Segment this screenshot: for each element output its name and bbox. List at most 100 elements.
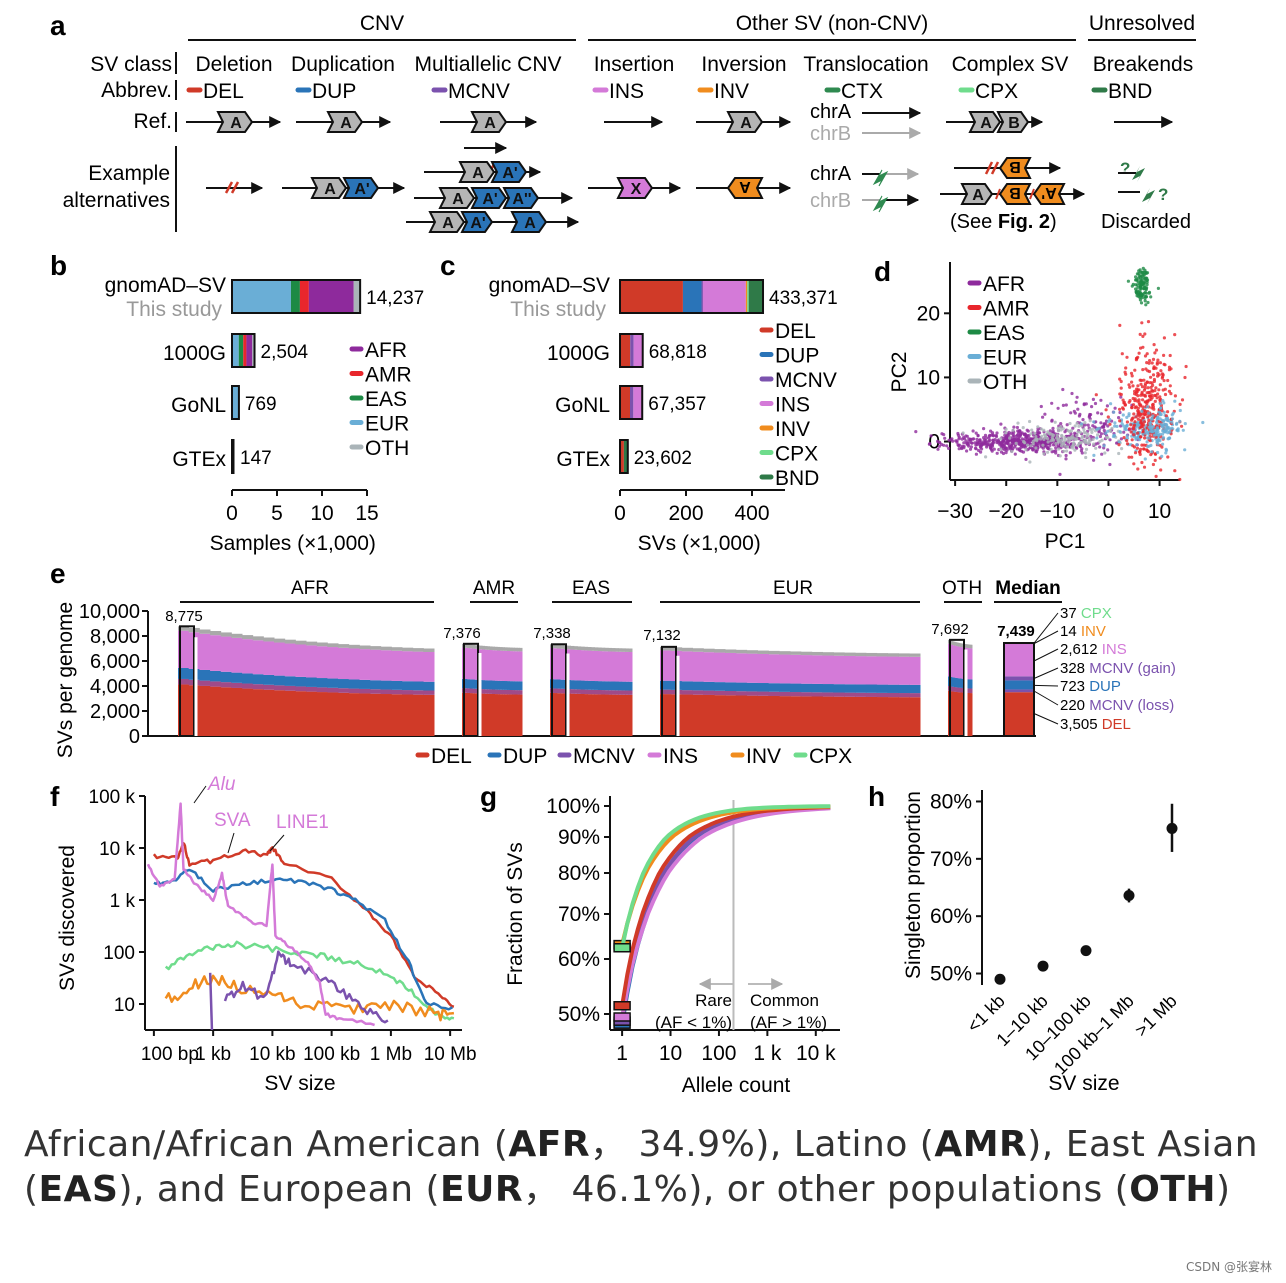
pca-point-afr — [1043, 412, 1047, 416]
legend-label: AMR — [983, 298, 1030, 321]
pca-point-afr — [1089, 434, 1093, 438]
stack-ins — [497, 650, 500, 681]
sv-class-abbrev: INV — [714, 80, 749, 103]
pca-point-amr — [1142, 447, 1146, 451]
legend-label: OTH — [365, 437, 409, 460]
pca-point-oth — [1082, 427, 1086, 432]
pca-point-amr — [1132, 445, 1137, 449]
stack-top — [959, 643, 961, 647]
pca-point-eur — [1170, 417, 1175, 421]
bar-segment — [246, 334, 253, 367]
pca-point-eur — [1170, 420, 1174, 424]
stack-ins — [474, 648, 478, 680]
segment-b — [996, 111, 1030, 133]
bar-outline — [619, 333, 644, 368]
stack-del — [348, 693, 360, 736]
pca-point-amr — [1156, 358, 1160, 362]
stack-del — [519, 694, 523, 736]
pca-point-eur — [1155, 428, 1159, 432]
stack-del — [967, 692, 969, 736]
pca-point-oth — [1059, 428, 1063, 432]
pca-point-oth — [999, 437, 1003, 441]
tick-label: 60% — [558, 948, 600, 971]
stack-del — [970, 693, 972, 736]
pca-point-eur — [1121, 413, 1125, 417]
stack-dup — [499, 680, 503, 690]
panel-letter: e — [50, 558, 66, 589]
pca-point-afr — [1054, 451, 1058, 455]
stack-ins — [242, 639, 254, 674]
pca-point-afr — [1034, 449, 1038, 453]
stack-del — [956, 691, 958, 736]
pca-point-afr — [1015, 425, 1020, 430]
pca-point-oth — [1022, 439, 1026, 444]
segment-label: A'' — [512, 191, 531, 208]
stack-dup — [608, 681, 612, 691]
pca-point-afr — [1065, 423, 1069, 427]
stack-mcnv — [469, 688, 473, 694]
stack-top — [472, 644, 475, 649]
bar-outline — [619, 279, 765, 314]
stack-dup — [833, 684, 845, 693]
pca-point-afr — [1113, 406, 1117, 410]
pca-point-eur — [1161, 442, 1165, 446]
pca-point-afr — [1104, 422, 1108, 426]
stack-del — [359, 693, 371, 736]
pca-point-afr — [1069, 411, 1073, 415]
top-value: 7,439 — [997, 623, 1035, 640]
pca-point-oth — [984, 455, 988, 459]
stack-del — [502, 694, 505, 736]
stack-dup — [604, 681, 609, 691]
legend-label: AFR — [365, 339, 407, 362]
stack-top — [968, 644, 970, 649]
sv-class-name: Inversion — [701, 53, 786, 76]
breakdown-label: 220 MCNV (loss) — [1060, 697, 1174, 714]
pca-point-amr — [1141, 393, 1145, 397]
stack-dup — [467, 679, 470, 689]
stack-dup — [591, 680, 595, 690]
stack-top — [625, 648, 630, 652]
stack-del — [960, 692, 962, 736]
stack-mcnv — [497, 689, 500, 695]
pca-point-oth — [1048, 432, 1052, 436]
pca-point-afr — [1099, 398, 1103, 402]
pca-point-eas — [1139, 286, 1143, 290]
segment-label: B — [1009, 158, 1021, 175]
pca-point-afr — [947, 446, 951, 450]
pca-point-eur — [1168, 427, 1172, 431]
pca-point-amr — [1168, 353, 1172, 358]
pca-point-amr — [1119, 392, 1123, 397]
stack-del — [220, 687, 232, 736]
stack-dup — [484, 680, 488, 690]
pca-point-eas — [1144, 295, 1149, 299]
pca-point-amr — [1163, 392, 1168, 397]
stack-ins — [614, 651, 619, 682]
stack-top — [591, 647, 595, 651]
pca-point-oth — [1046, 440, 1050, 444]
pca-point-amr — [1142, 420, 1147, 424]
pca-point-oth — [1042, 428, 1046, 432]
dataset-sublabel: This study — [510, 298, 606, 321]
stack-mcnv — [969, 688, 971, 694]
stack-dup — [295, 676, 307, 687]
bar-value: 769 — [245, 394, 277, 415]
pca-point-afr — [984, 441, 988, 446]
axis-title: SVs per genome — [54, 602, 77, 758]
stack-mcnv — [714, 690, 726, 696]
legend-label: INS — [663, 745, 698, 768]
stack-dup — [517, 681, 520, 691]
pca-point-amr — [1159, 369, 1163, 373]
stack-top — [681, 647, 693, 652]
breakdown-count: 723 — [1060, 678, 1089, 695]
stack-dup — [746, 682, 758, 692]
stack-del — [560, 693, 565, 736]
pca-point-amr — [1121, 407, 1125, 411]
stack-dup — [844, 684, 856, 693]
max-bar-outline — [949, 638, 965, 737]
stack-ins — [757, 653, 769, 684]
stack-mcnv — [625, 690, 630, 695]
pca-point-afr — [1115, 441, 1119, 445]
stack-del — [660, 694, 672, 736]
pca-point-oth — [1066, 436, 1070, 440]
